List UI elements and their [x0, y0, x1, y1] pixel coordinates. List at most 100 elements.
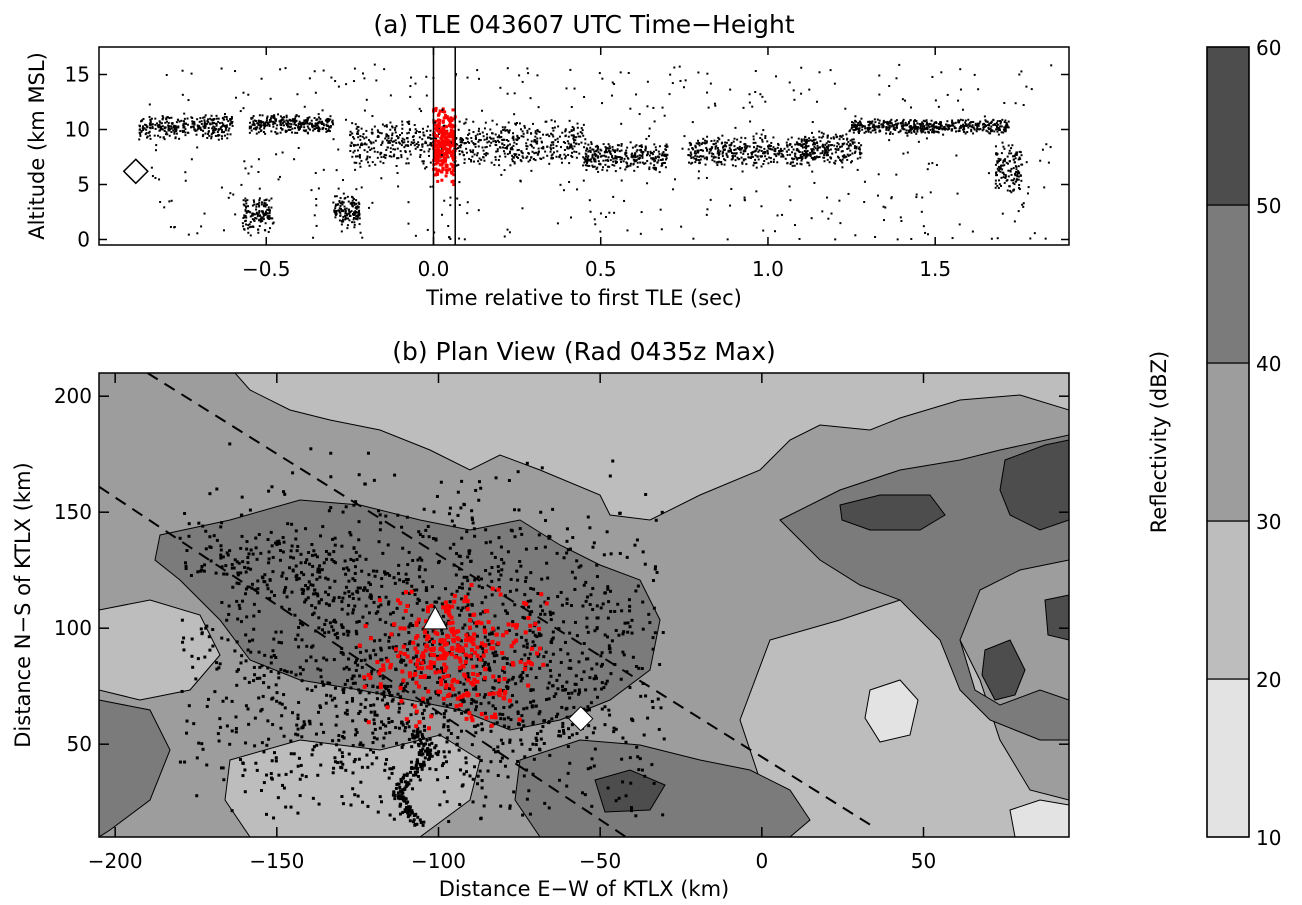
panel-a-point-bg-350: [1029, 237, 1031, 239]
panel-a-point-s1-c0-250: [443, 110, 446, 113]
panel-a-point-s0-c1-224: [304, 130, 306, 132]
panel-a-point-s0-c5-206: [596, 167, 598, 169]
panel-a-point-s1-c0-156: [449, 125, 452, 128]
panel-a-point-bg-133: [762, 129, 764, 131]
panel-b-point-black-426: [357, 538, 360, 541]
panel-b-point-black-323: [365, 604, 368, 607]
panel-a-point-s0-c7-89: [830, 149, 832, 151]
panel-b-point-black-842: [499, 574, 502, 577]
panel-b-point-black-973: [458, 749, 461, 752]
panel-a-point-s0-c8-421: [935, 126, 937, 128]
panel-a-point-s0-c9-96: [998, 179, 1000, 181]
panel-a-point-s0-c7-206: [812, 148, 814, 150]
panel-b-point-black-222: [349, 804, 352, 807]
panel-a-point-s0-c5-164: [627, 158, 629, 160]
panel-a-point-bg-332: [777, 214, 779, 216]
panel-a-point-s0-c6-181: [770, 161, 772, 163]
panel-a-point-s0-c5-64: [591, 143, 593, 145]
panel-a-point-s0-c8-286: [962, 119, 964, 121]
panel-a-point-bg-17: [646, 105, 648, 107]
panel-b-point-black-146: [397, 633, 400, 636]
panel-b-point-black-768: [446, 800, 449, 803]
panel-a-point-s0-c1-282: [250, 126, 252, 128]
panel-a-point-s0-c5-265: [611, 155, 613, 157]
panel-a-point-s0-c5-178: [637, 162, 639, 164]
panel-b-point-black-677: [595, 564, 598, 567]
panel-a-point-s0-c9-13: [1002, 146, 1004, 148]
panel-a-point-bg-61: [204, 213, 206, 215]
panel-a-point-s0-c8-188: [955, 130, 957, 132]
panel-a-point-s0-c0-162: [226, 137, 228, 139]
panel-a-point-s0-c0-260: [182, 127, 184, 129]
panel-b-point-black-931: [331, 538, 334, 541]
panel-a-point-s0-c0-27: [228, 130, 230, 132]
panel-b-point-black-1008: [357, 795, 360, 798]
panel-b-point-black-1057: [522, 645, 525, 648]
panel-b-point-black-1141: [457, 708, 460, 711]
panel-a-point-s0-c0-151: [139, 125, 141, 127]
panel-a-point-bg-67: [361, 186, 363, 188]
panel-a-point-bg-200: [898, 64, 900, 66]
panel-a-point-s0-c8-454: [895, 127, 897, 129]
panel-a-point-s0-c2-104: [258, 199, 260, 201]
panel-a-point-s0-c3-115: [344, 206, 346, 208]
panel-a-point-s0-c8-97: [955, 122, 957, 124]
panel-a-point-s0-c4-369: [495, 144, 497, 146]
panel-a-point-bg-96: [464, 238, 466, 240]
panel-a-point-s0-c2-91: [250, 226, 252, 228]
panel-a-point-s0-c0-310: [175, 130, 177, 132]
panel-b-point-black-747: [406, 516, 409, 519]
panel-a-point-s0-c8-358: [865, 131, 867, 133]
panel-a-point-bg-87: [601, 102, 603, 104]
panel-b-point-black-1015: [377, 509, 380, 512]
panel-a-point-bg-115: [895, 77, 897, 79]
panel-a-point-bg-59: [479, 133, 481, 135]
panel-a-point-s0-c5-41: [619, 158, 621, 160]
panel-a-point-s0-c8-228: [951, 128, 953, 130]
panel-a-point-s0-c6-31: [796, 163, 798, 165]
panel-b-point-black-364: [556, 687, 559, 690]
panel-b-point-black-688: [297, 728, 300, 731]
panel-a-point-bg-468: [1013, 189, 1015, 191]
panel-a-point-bg-132: [672, 82, 674, 84]
panel-b-point-black-1071: [591, 608, 594, 611]
panel-a-point-s0-c1-257: [309, 123, 311, 125]
panel-a-point-s0-c0-35: [161, 122, 163, 124]
panel-a-point-s0-c6-80: [772, 146, 774, 148]
panel-a-point-bg-413: [343, 193, 345, 195]
panel-a-point-s0-c8-79: [878, 122, 880, 124]
panel-a-point-s0-c1-261: [260, 129, 262, 131]
panel-a-point-s0-c4-90: [389, 155, 391, 157]
panel-a-ytick-label-1: 5: [77, 173, 90, 197]
panel-a-point-bg-298: [232, 194, 234, 196]
panel-a-point-s0-c4-368: [427, 144, 429, 146]
panel-b-point-black-155: [277, 796, 280, 799]
panel-b-point-black-265: [497, 774, 500, 777]
panel-a-point-s0-c1-273: [262, 124, 264, 126]
panel-b-point-black-267: [617, 634, 620, 637]
panel-b-point-black-427: [449, 703, 452, 706]
panel-a-point-s0-c4-688: [360, 144, 362, 146]
panel-b-point-black-1024: [312, 797, 315, 800]
panel-a-point-s0-c4-233: [459, 139, 461, 141]
panel-a-point-s0-c6-295: [728, 150, 730, 152]
panel-a-point-s0-c5-128: [642, 153, 644, 155]
panel-b-point-black-599: [252, 628, 255, 631]
panel-a-point-s0-c8-320: [928, 131, 930, 133]
panel-a-point-s0-c6-194: [793, 158, 795, 160]
panel-b-point-black-421: [244, 633, 247, 636]
panel-a-point-s0-c4-411: [375, 140, 377, 142]
panel-a-point-bg-112: [576, 157, 578, 159]
panel-b-point-black-978: [644, 493, 647, 496]
panel-a-point-s0-c4-276: [380, 156, 382, 158]
panel-b-point-black-830: [379, 658, 382, 661]
panel-a-point-s0-c6-214: [724, 142, 726, 144]
panel-b-point-black-270: [243, 768, 246, 771]
panel-b-point-black-1042: [290, 770, 293, 773]
panel-a-point-s0-c0-307: [168, 128, 170, 130]
panel-b-point-black-18: [220, 637, 223, 640]
panel-b-point-black-99: [327, 631, 330, 634]
panel-a-point-s0-c3-116: [358, 214, 360, 216]
panel-b-point-black-1166: [595, 663, 598, 666]
panel-b-point-black-25: [345, 505, 348, 508]
